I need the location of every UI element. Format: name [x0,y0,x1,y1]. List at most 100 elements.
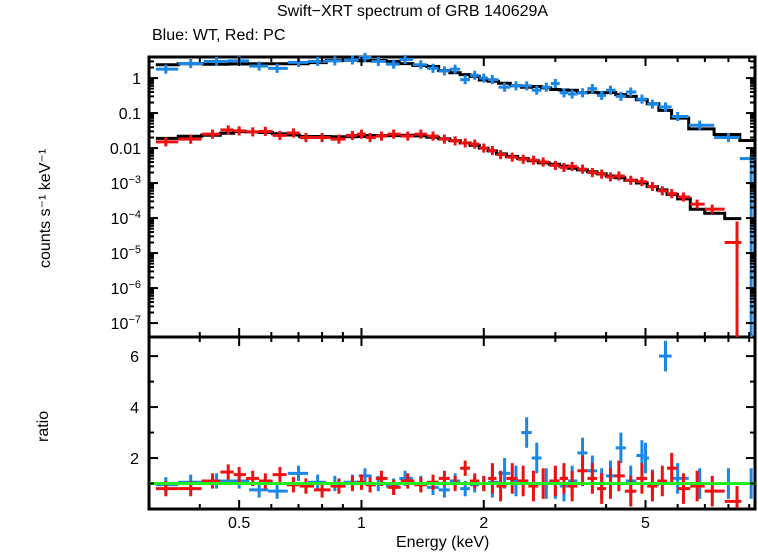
y-tick-label: 10−6 [111,279,141,298]
pc-ratio-point [201,473,221,489]
wt-data-point [510,81,522,91]
pc-data-point [449,136,461,146]
wt-data-point [714,132,740,143]
pc-ratio-point [549,465,560,497]
x-tick-label: 5 [641,515,650,532]
wt-data-point [449,64,461,74]
pc-ratio-point [587,463,597,494]
wt-data-point [606,85,616,95]
y-tick-label: 0.1 [119,106,141,123]
ratio-y-tick-label: 2 [130,451,139,468]
pc-data-point [587,167,597,178]
pc-ratio-point [233,466,246,483]
pc-ratio-point [636,463,648,494]
pc-data-point [488,145,497,156]
wt-data-point [438,66,450,76]
pc-ratio-point [666,452,678,484]
x-tick-label: 1 [357,515,366,532]
pc-ratio-point [496,470,507,502]
wt-data-point [308,56,327,66]
pc-ratio-point [647,470,658,502]
pc-data-point [201,129,221,139]
wt-data-point [479,73,489,83]
wt-data-point [249,61,269,71]
pc-data-point [517,154,529,164]
pc-ratio-point [469,473,480,489]
wt-ratio-point [531,442,542,474]
wt-data-point [426,63,439,73]
wt-data-point [498,82,511,92]
pc-ratio-point [528,470,539,502]
pc-data-point [345,130,357,140]
pc-data-point [596,169,607,179]
pc-data-point [233,126,246,136]
pc-data-point [614,171,625,181]
pc-data-point [400,131,415,141]
wt-ratio-point [658,340,672,372]
wt-data-point [531,85,542,95]
pc-data-point [577,164,588,174]
pc-data-point [314,132,331,143]
wt-data-point [559,88,569,98]
pc-ratio-point [220,464,234,480]
pc-data-point [414,129,427,139]
wt-data-point [488,75,499,85]
pc-ratio-point [387,479,401,495]
pc-data-point [704,204,725,214]
pc-data-point [647,181,658,192]
wt-ratio-point [268,483,288,499]
pc-ratio-point [704,475,725,507]
chart-subtitle: Blue: WT, Red: PC [152,27,286,44]
y-tick-label: 10−4 [111,209,141,228]
wt-data-point [399,54,413,65]
wt-data-point [371,56,386,66]
wt-data-point [541,82,551,92]
pc-data-point [330,134,346,144]
pc-data-point [469,139,480,149]
wt-ratio-point [521,417,532,448]
pc-data-point [299,132,315,143]
pc-data-point [559,162,569,172]
pc-data-point [636,177,648,187]
wt-data-point [155,64,179,74]
pc-ratio-point [568,470,578,502]
pc-ratio-point [517,465,529,497]
pc-data-point [479,143,489,153]
ratio-y-tick-label: 4 [130,400,139,417]
wt-data-point [460,75,470,85]
y-tick-label: 1 [132,71,141,88]
ratio-panel-frame [147,335,757,511]
pc-data-point [690,199,705,209]
pc-ratio-point [624,475,637,507]
pc-data-point [506,152,518,162]
x-axis-label: Energy (keV) [396,534,490,551]
wt-ratio-point [287,465,309,481]
wt-data-point [587,84,597,94]
wt-data-point [577,88,588,98]
wt-data-point [671,111,689,122]
pc-ratio-point [506,463,518,494]
pc-data-point [460,138,470,148]
wt-data-point [688,120,715,130]
wt-data-point [203,56,228,66]
wt-ratio-point [615,432,626,464]
pc-data-point [155,137,179,147]
pc-ratio-point [299,478,315,494]
wt-data-point [658,102,672,112]
pc-data-point [724,237,742,248]
y-tick-label: 10−7 [111,314,141,333]
pc-data-point [677,192,691,202]
pc-ratio-point [259,473,273,489]
wt-data-point [268,63,288,73]
wt-data-point [412,60,427,70]
ratio-y-tick-label: 6 [130,349,139,366]
pc-data-point [387,129,401,139]
pc-data-point [178,134,202,144]
wt-data-point [343,55,359,65]
pc-data-point [657,186,667,196]
wt-data-point [550,78,560,89]
model-line-pc [155,130,742,221]
spectrum-panel-frame [147,55,757,339]
pc-data-point [528,155,539,165]
wt-data-point [625,87,637,97]
